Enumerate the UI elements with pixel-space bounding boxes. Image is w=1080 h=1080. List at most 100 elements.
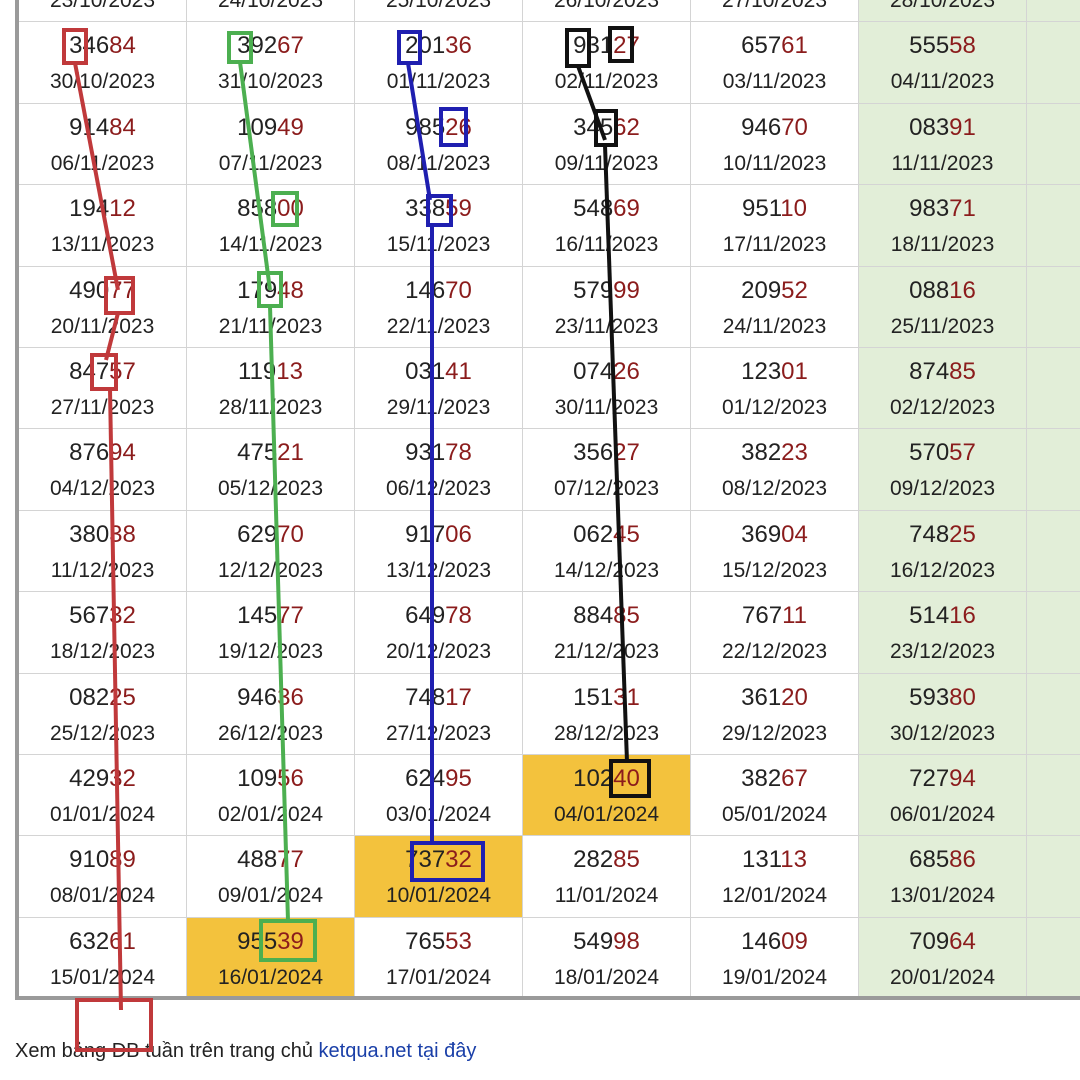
number-head: 151	[573, 683, 614, 711]
line	[406, 62, 432, 201]
header-date: 28/10/2023	[889, 0, 996, 12]
number-tail: 80	[949, 683, 976, 711]
result-date: 08/12/2023	[721, 477, 828, 501]
number-tail: 70	[781, 113, 808, 141]
number-head: 346	[69, 32, 110, 60]
result-cell: 14609 19/01/2024	[691, 917, 859, 1000]
number-head: 579	[573, 276, 614, 304]
result-date: 09/01/2024	[217, 884, 324, 908]
result-date: 27/11/2023	[50, 396, 155, 419]
number-tail: 77	[277, 846, 304, 874]
result-cell: 62970 12/12/2023	[187, 510, 355, 593]
result-date: 18/01/2024	[553, 965, 660, 989]
result-cell: 36120 29/12/2023	[691, 673, 859, 755]
number-tail: 36	[445, 32, 472, 60]
number-head: 874	[909, 358, 950, 385]
result-cell: 87485 02/12/2023	[859, 348, 1027, 430]
result-date: 25/12/2023	[49, 721, 156, 745]
line	[238, 61, 272, 291]
number-head: 145	[237, 602, 278, 630]
result-number: 88485	[523, 602, 690, 630]
number-head: 392	[237, 32, 278, 60]
number-tail: 71	[949, 195, 976, 223]
result-cell: 07426 30/11/2023	[523, 348, 691, 430]
result-cell: 98371 18/11/2023	[859, 185, 1027, 267]
result-number: 57057	[859, 439, 1026, 467]
result-date: 10/11/2023	[722, 151, 827, 175]
result-cell: 55558 04/11/2023	[859, 22, 1027, 104]
result-number: 38267	[691, 765, 858, 793]
green-annotation	[227, 31, 317, 962]
line	[268, 305, 290, 922]
result-number: 42932	[19, 765, 186, 793]
result-number: 65761	[691, 32, 858, 60]
result-cell: 34684 30/10/2023	[19, 22, 187, 104]
number-head: 082	[69, 683, 110, 711]
result-cell: 08391 11/11/2023	[859, 103, 1027, 186]
result-cell: 03141 29/11/2023	[355, 348, 523, 430]
result-date: 08/01/2024	[49, 884, 156, 908]
number-head: 123	[741, 358, 782, 385]
number-head: 649	[405, 602, 446, 630]
number-head: 931	[405, 439, 446, 467]
result-date: 30/11/2023	[554, 396, 659, 419]
number-head: 917	[405, 520, 446, 548]
result-date: 16/12/2023	[889, 558, 996, 582]
result-date: 09/12/2023	[889, 477, 996, 501]
result-date: 15/11/2023	[386, 233, 491, 257]
number-head: 380	[69, 520, 110, 548]
box	[410, 841, 485, 882]
number-tail: 98	[613, 927, 640, 955]
number-tail: 84	[109, 113, 136, 141]
result-cell: 91706 13/12/2023	[355, 510, 523, 593]
result-number: 93178	[355, 439, 522, 467]
number-tail: 64	[949, 927, 976, 955]
number-head: 282	[573, 846, 614, 874]
number-tail: 39	[277, 927, 304, 955]
number-tail: 52	[781, 276, 808, 304]
result-cell	[1027, 103, 1080, 186]
result-date: 20/11/2023	[50, 314, 155, 338]
result-date: 06/01/2024	[889, 803, 996, 826]
result-cell: 47521 05/12/2023	[187, 429, 355, 511]
box	[426, 194, 453, 227]
number-head: 955	[237, 927, 278, 955]
result-cell: 72794 06/01/2024	[859, 755, 1027, 837]
result-date: 14/11/2023	[218, 233, 323, 257]
result-cell: 14577 19/12/2023	[187, 592, 355, 674]
number-tail: 78	[445, 439, 472, 467]
number-head: 146	[405, 276, 446, 304]
number-tail: 86	[949, 846, 976, 874]
number-tail: 00	[277, 195, 304, 223]
number-head: 074	[573, 358, 614, 385]
number-tail: 04	[781, 520, 808, 548]
result-date: 19/12/2023	[217, 640, 324, 664]
footer-link[interactable]: ketqua.net tại đây	[318, 1040, 477, 1062]
result-number: 48877	[187, 846, 354, 874]
number-head: 083	[909, 113, 950, 141]
box	[90, 353, 118, 391]
result-number: 07426	[523, 358, 690, 386]
box	[609, 759, 651, 798]
number-tail: 32	[445, 846, 472, 874]
result-date: 15/12/2023	[721, 558, 828, 582]
header-cell: 28/10/2023	[859, 0, 1027, 23]
number-head: 488	[237, 846, 278, 874]
result-cell: 48877 09/01/2024	[187, 836, 355, 918]
red-annotation	[62, 28, 153, 1052]
result-date: 26/12/2023	[217, 721, 324, 745]
result-date: 15/01/2024	[49, 965, 156, 989]
result-cell	[1027, 22, 1080, 104]
result-number: 93127	[523, 32, 690, 60]
number-tail: 06	[445, 520, 472, 548]
result-cell: 63261 15/01/2024	[19, 917, 187, 1000]
result-cell: 56732 18/12/2023	[19, 592, 187, 674]
number-tail: 57	[949, 439, 976, 467]
result-cell: 39267 31/10/2023	[187, 22, 355, 104]
result-number: 38223	[691, 439, 858, 467]
number-tail: 12	[109, 195, 136, 223]
result-cell: 35627 07/12/2023	[523, 429, 691, 511]
number-head: 629	[237, 520, 278, 548]
result-cell	[1027, 755, 1080, 837]
result-number: 64978	[355, 602, 522, 630]
